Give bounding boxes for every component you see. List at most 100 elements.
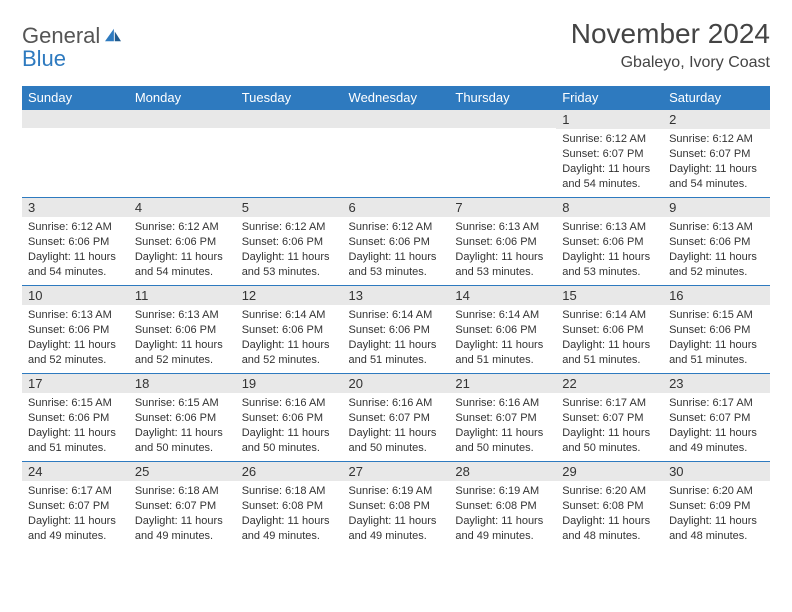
sunrise-text: Sunrise: 6:14 AM	[455, 308, 550, 323]
daylight-text: Daylight: 11 hours and 54 minutes.	[135, 250, 230, 280]
sunset-text: Sunset: 6:06 PM	[562, 235, 657, 250]
day-cell: 24Sunrise: 6:17 AMSunset: 6:07 PMDayligh…	[22, 462, 129, 550]
daylight-text: Daylight: 11 hours and 50 minutes.	[562, 426, 657, 456]
daylight-text: Daylight: 11 hours and 53 minutes.	[562, 250, 657, 280]
daylight-text: Daylight: 11 hours and 49 minutes.	[349, 514, 444, 544]
day-body	[449, 128, 556, 135]
sunset-text: Sunset: 6:07 PM	[562, 147, 657, 162]
day-cell: 1Sunrise: 6:12 AMSunset: 6:07 PMDaylight…	[556, 110, 663, 198]
day-cell: 19Sunrise: 6:16 AMSunset: 6:06 PMDayligh…	[236, 374, 343, 462]
week-row: 1Sunrise: 6:12 AMSunset: 6:07 PMDaylight…	[22, 110, 770, 198]
day-number: 24	[22, 462, 129, 481]
sunset-text: Sunset: 6:06 PM	[669, 323, 764, 338]
day-cell: 27Sunrise: 6:19 AMSunset: 6:08 PMDayligh…	[343, 462, 450, 550]
day-cell: 4Sunrise: 6:12 AMSunset: 6:06 PMDaylight…	[129, 198, 236, 286]
sunrise-text: Sunrise: 6:14 AM	[349, 308, 444, 323]
daylight-text: Daylight: 11 hours and 53 minutes.	[455, 250, 550, 280]
sunrise-text: Sunrise: 6:13 AM	[28, 308, 123, 323]
sunrise-text: Sunrise: 6:16 AM	[455, 396, 550, 411]
day-cell: 8Sunrise: 6:13 AMSunset: 6:06 PMDaylight…	[556, 198, 663, 286]
sunset-text: Sunset: 6:06 PM	[455, 323, 550, 338]
daylight-text: Daylight: 11 hours and 52 minutes.	[242, 338, 337, 368]
sunrise-text: Sunrise: 6:12 AM	[242, 220, 337, 235]
day-number: 19	[236, 374, 343, 393]
sunset-text: Sunset: 6:07 PM	[455, 411, 550, 426]
day-number: 16	[663, 286, 770, 305]
day-number: 30	[663, 462, 770, 481]
sunset-text: Sunset: 6:07 PM	[669, 147, 764, 162]
day-number: 11	[129, 286, 236, 305]
sunrise-text: Sunrise: 6:13 AM	[135, 308, 230, 323]
daylight-text: Daylight: 11 hours and 49 minutes.	[242, 514, 337, 544]
logo: GeneralBlue	[22, 18, 123, 70]
day-body: Sunrise: 6:20 AMSunset: 6:09 PMDaylight:…	[663, 481, 770, 547]
day-body: Sunrise: 6:18 AMSunset: 6:08 PMDaylight:…	[236, 481, 343, 547]
day-number: 4	[129, 198, 236, 217]
day-cell: 6Sunrise: 6:12 AMSunset: 6:06 PMDaylight…	[343, 198, 450, 286]
day-number: 25	[129, 462, 236, 481]
day-cell	[343, 110, 450, 198]
sunset-text: Sunset: 6:06 PM	[242, 323, 337, 338]
day-body	[343, 128, 450, 135]
day-body: Sunrise: 6:13 AMSunset: 6:06 PMDaylight:…	[449, 217, 556, 283]
day-number: 28	[449, 462, 556, 481]
sunrise-text: Sunrise: 6:19 AM	[349, 484, 444, 499]
day-body	[22, 128, 129, 135]
sunrise-text: Sunrise: 6:19 AM	[455, 484, 550, 499]
sunset-text: Sunset: 6:06 PM	[349, 235, 444, 250]
daylight-text: Daylight: 11 hours and 50 minutes.	[349, 426, 444, 456]
sunrise-text: Sunrise: 6:12 AM	[562, 132, 657, 147]
day-number	[22, 110, 129, 128]
day-cell	[449, 110, 556, 198]
day-number	[236, 110, 343, 128]
day-body: Sunrise: 6:14 AMSunset: 6:06 PMDaylight:…	[343, 305, 450, 371]
sunrise-text: Sunrise: 6:15 AM	[135, 396, 230, 411]
day-cell: 30Sunrise: 6:20 AMSunset: 6:09 PMDayligh…	[663, 462, 770, 550]
day-number	[343, 110, 450, 128]
logo-text-general: General	[22, 23, 100, 48]
daylight-text: Daylight: 11 hours and 49 minutes.	[455, 514, 550, 544]
sunset-text: Sunset: 6:06 PM	[28, 235, 123, 250]
day-cell: 25Sunrise: 6:18 AMSunset: 6:07 PMDayligh…	[129, 462, 236, 550]
header: GeneralBlue November 2024 Gbaleyo, Ivory…	[22, 18, 770, 72]
daylight-text: Daylight: 11 hours and 49 minutes.	[135, 514, 230, 544]
day-cell: 22Sunrise: 6:17 AMSunset: 6:07 PMDayligh…	[556, 374, 663, 462]
day-cell	[22, 110, 129, 198]
day-number: 20	[343, 374, 450, 393]
day-body: Sunrise: 6:14 AMSunset: 6:06 PMDaylight:…	[556, 305, 663, 371]
day-number: 18	[129, 374, 236, 393]
day-body: Sunrise: 6:20 AMSunset: 6:08 PMDaylight:…	[556, 481, 663, 547]
day-number: 13	[343, 286, 450, 305]
sunset-text: Sunset: 6:07 PM	[349, 411, 444, 426]
day-number	[129, 110, 236, 128]
day-body: Sunrise: 6:13 AMSunset: 6:06 PMDaylight:…	[129, 305, 236, 371]
day-cell: 3Sunrise: 6:12 AMSunset: 6:06 PMDaylight…	[22, 198, 129, 286]
daylight-text: Daylight: 11 hours and 52 minutes.	[135, 338, 230, 368]
sunrise-text: Sunrise: 6:13 AM	[562, 220, 657, 235]
daylight-text: Daylight: 11 hours and 54 minutes.	[669, 162, 764, 192]
daylight-text: Daylight: 11 hours and 48 minutes.	[669, 514, 764, 544]
sunrise-text: Sunrise: 6:12 AM	[349, 220, 444, 235]
sunset-text: Sunset: 6:06 PM	[28, 323, 123, 338]
day-cell: 14Sunrise: 6:14 AMSunset: 6:06 PMDayligh…	[449, 286, 556, 374]
day-number: 6	[343, 198, 450, 217]
day-number: 22	[556, 374, 663, 393]
sunset-text: Sunset: 6:06 PM	[455, 235, 550, 250]
sunset-text: Sunset: 6:06 PM	[135, 411, 230, 426]
day-body: Sunrise: 6:12 AMSunset: 6:06 PMDaylight:…	[236, 217, 343, 283]
day-body	[129, 128, 236, 135]
daylight-text: Daylight: 11 hours and 53 minutes.	[242, 250, 337, 280]
sunrise-text: Sunrise: 6:17 AM	[669, 396, 764, 411]
day-cell: 12Sunrise: 6:14 AMSunset: 6:06 PMDayligh…	[236, 286, 343, 374]
day-number: 7	[449, 198, 556, 217]
day-number: 21	[449, 374, 556, 393]
day-number: 5	[236, 198, 343, 217]
day-cell: 16Sunrise: 6:15 AMSunset: 6:06 PMDayligh…	[663, 286, 770, 374]
sunrise-text: Sunrise: 6:20 AM	[562, 484, 657, 499]
calendar-table: Sunday Monday Tuesday Wednesday Thursday…	[22, 86, 770, 550]
day-cell: 15Sunrise: 6:14 AMSunset: 6:06 PMDayligh…	[556, 286, 663, 374]
day-cell: 10Sunrise: 6:13 AMSunset: 6:06 PMDayligh…	[22, 286, 129, 374]
day-cell: 20Sunrise: 6:16 AMSunset: 6:07 PMDayligh…	[343, 374, 450, 462]
day-body: Sunrise: 6:12 AMSunset: 6:06 PMDaylight:…	[343, 217, 450, 283]
col-monday: Monday	[129, 86, 236, 110]
